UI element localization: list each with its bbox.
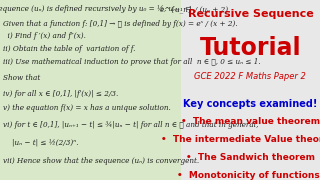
Text: iv) for all x ∈ [0,1], |f′(x)| ≤ 2/3.: iv) for all x ∈ [0,1], |f′(x)| ≤ 2/3.: [3, 90, 118, 98]
Text: Key concepts examined!: Key concepts examined!: [183, 99, 317, 109]
Text: Show that: Show that: [3, 74, 40, 82]
Text: Recursive Sequence: Recursive Sequence: [188, 9, 313, 19]
Text: iii) Use mathematical induction to prove that for all  n ∈ ℕ, 0 ≤ uₙ ≤ 1.: iii) Use mathematical induction to prove…: [3, 58, 261, 66]
Text: Given that a function f: [0,1] → ℝ is defined by f(x) = eˣ / (x + 2).: Given that a function f: [0,1] → ℝ is de…: [3, 20, 238, 28]
Text: |uₙ − t| ≤ ½(2/3)ⁿ.: |uₙ − t| ≤ ½(2/3)ⁿ.: [3, 139, 79, 147]
Bar: [181, 0, 320, 180]
Text: vii) Hence show that the sequence (uₙ) is convergent.: vii) Hence show that the sequence (uₙ) i…: [3, 157, 199, 165]
Text: i) Find f ′(x) and f″(x).: i) Find f ′(x) and f″(x).: [3, 32, 86, 40]
Text: •  Monotonicity of functions.: • Monotonicity of functions.: [177, 171, 320, 180]
Text: v) the equation f(x) = x has a unique solution.: v) the equation f(x) = x has a unique so…: [3, 104, 171, 112]
Text: vi) for t ∈ [0,1], |uₙ₊₁ − t| ≤ ¾|uₙ − t| for all n ∈ ℕ and that in general,: vi) for t ∈ [0,1], |uₙ₊₁ − t| ≤ ¾|uₙ − t…: [3, 121, 259, 129]
Text: •  The intermediate Value theorem: • The intermediate Value theorem: [162, 135, 320, 144]
Text: •  The mean value theorem: • The mean value theorem: [181, 117, 320, 126]
Text: GCE 2022 F Maths Paper 2: GCE 2022 F Maths Paper 2: [195, 72, 306, 81]
Text: ii) Obtain the table of  variation of f.: ii) Obtain the table of variation of f.: [3, 45, 136, 53]
Text: Tutorial: Tutorial: [200, 36, 301, 60]
Text: A sequence (uₙ) is defined recursively by u₀ = ½, uₙ₊₁ =: A sequence (uₙ) is defined recursively b…: [0, 5, 192, 13]
Text: •  The Sandwich theorem: • The Sandwich theorem: [186, 153, 315, 162]
Bar: [0, 0, 181, 180]
Text: e^{u_n} / (uₙ + 2).: e^{u_n} / (uₙ + 2).: [160, 5, 230, 13]
